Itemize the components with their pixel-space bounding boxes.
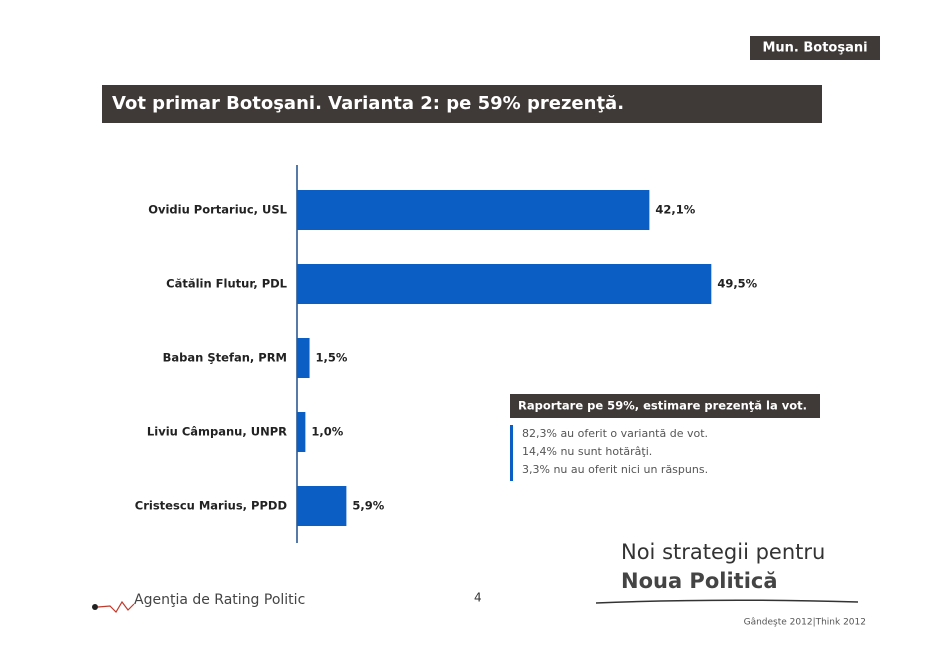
value-label: 49,5%	[717, 277, 757, 291]
note-box	[510, 394, 820, 418]
slogan-underline	[595, 599, 859, 604]
bar	[297, 264, 712, 304]
value-label: 1,0%	[311, 425, 343, 439]
logo-line	[97, 600, 135, 613]
logo-dot	[92, 604, 98, 610]
note-line: 3,3% nu au oferit nici un răspuns.	[522, 463, 708, 476]
note-line: 14,4% nu sunt hotărâţi.	[522, 445, 652, 458]
category-label: Ovidiu Portariuc, USL	[148, 203, 287, 217]
value-label: 5,9%	[352, 499, 384, 513]
bar	[297, 412, 306, 452]
agency-name: Agenţia de Rating Politic	[134, 592, 305, 608]
tagline: Gândeşte 2012|Think 2012	[744, 618, 866, 628]
header-box	[750, 36, 880, 60]
category-label: Baban Ştefan, PRM	[163, 351, 287, 365]
note-title: Raportare pe 59%, estimare prezenţă la v…	[518, 399, 807, 413]
value-label: 1,5%	[316, 351, 348, 365]
bars: Ovidiu Portariuc, USL 42,1% Cătălin Flutur…	[135, 190, 758, 526]
note-border	[510, 425, 513, 481]
category-label: Liviu Câmpanu, UNPR	[147, 425, 287, 439]
region-label: Mun. Botoşani	[762, 41, 867, 56]
category-label: Cătălin Flutur, PDL	[166, 277, 288, 291]
bar	[297, 486, 347, 526]
value-label: 42,1%	[655, 203, 695, 217]
title-box	[102, 85, 822, 123]
chart-title: Vot primar Botoşani. Varianta 2: pe 59% …	[112, 93, 624, 114]
category-label: Cristescu Marius, PPDD	[135, 499, 287, 513]
note-line: 82,3% au oferit o variantă de vot.	[522, 427, 708, 440]
slogan: Noi strategii pentru	[621, 540, 825, 564]
slogan-bold: Noua Politică	[621, 569, 778, 593]
bar	[297, 190, 650, 230]
bar	[297, 338, 310, 378]
page-number: 4	[474, 591, 482, 605]
